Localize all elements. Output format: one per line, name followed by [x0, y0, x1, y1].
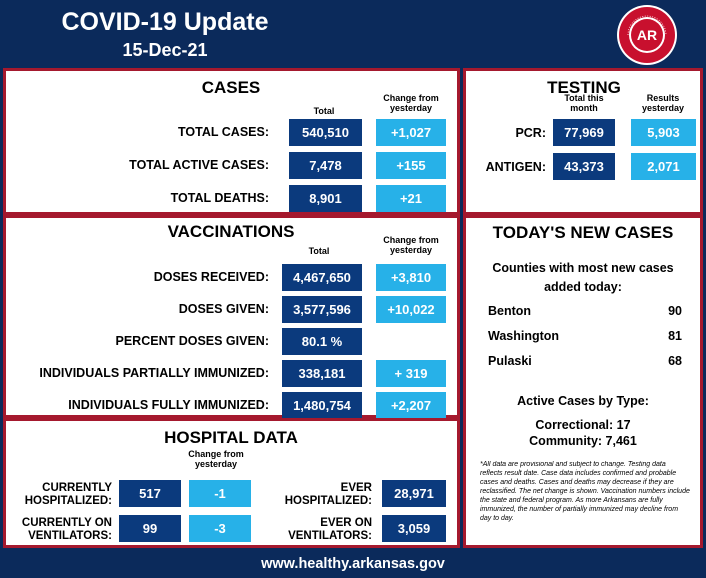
fully-immunized-value: 1,480,754 [282, 392, 362, 419]
fully-immunized-change: +2,207 [376, 392, 446, 419]
testing-title: TESTING [547, 78, 621, 97]
svg-text:AR: AR [637, 27, 657, 43]
vaccinations-col-total: Total [308, 246, 330, 256]
new-cases-panel: TODAY'S NEW CASES Counties with most new… [463, 215, 703, 548]
currently-hospitalized-change: -1 [189, 480, 251, 507]
hospital-col-change: Change from yesterday [188, 449, 244, 470]
partially-immunized-label: INDIVIDUALS PARTIALLY IMMUNIZED: [39, 366, 269, 380]
percent-doses-given-value: 80.1 % [282, 328, 362, 355]
total-cases-label: TOTAL CASES: [178, 125, 269, 139]
active-cases-label: TOTAL ACTIVE CASES: [129, 158, 269, 172]
hospital-panel: HOSPITAL DATA Change from yesterday CURR… [3, 418, 460, 548]
cases-col-total: Total [313, 106, 335, 116]
ever-ventilators-value: 3,059 [382, 515, 446, 542]
doses-received-change: +3,810 [376, 264, 446, 291]
pcr-label: PCR: [515, 126, 546, 140]
new-cases-subtitle: Counties with most new cases added today… [492, 261, 674, 294]
total-deaths-value: 8,901 [289, 185, 362, 212]
cases-title: CASES [201, 78, 261, 97]
vaccinations-title: VACCINATIONS [167, 222, 295, 241]
cases-panel: CASES Total Change from yesterday TOTAL … [3, 68, 460, 215]
arkansas-health-seal-icon: AR [617, 5, 677, 65]
pcr-month: 77,969 [553, 119, 615, 146]
county-count: 90 [668, 304, 682, 318]
total-cases-change: +1,027 [376, 119, 446, 146]
county-count: 81 [668, 329, 682, 343]
community-cases: Community: 7,461 [529, 434, 637, 448]
county-name: Pulaski [488, 354, 532, 368]
county-count: 68 [668, 354, 682, 368]
page-title: COVID-19 Update [61, 8, 269, 36]
ever-hospitalized-label: EVER HOSPITALIZED: [284, 482, 372, 508]
header: COVID-19 Update 15-Dec-21 AR [0, 0, 706, 68]
testing-col-yesterday: Results yesterday [641, 93, 685, 114]
doses-given-label: DOSES GIVEN: [178, 302, 269, 316]
active-cases-change: +155 [376, 152, 446, 179]
pcr-yesterday: 5,903 [631, 119, 696, 146]
doses-given-value: 3,577,596 [282, 296, 362, 323]
currently-ventilators-label: CURRENTLY ON VENTILATORS: [21, 517, 112, 543]
county-name: Washington [488, 329, 560, 343]
testing-panel: TESTING Total this month Results yesterd… [463, 68, 703, 215]
currently-hospitalized-value: 517 [119, 480, 181, 507]
total-deaths-change: +21 [376, 185, 446, 212]
currently-hospitalized-label: CURRENTLY HOSPITALIZED: [24, 482, 112, 508]
cases-col-change: Change from yesterday [383, 93, 439, 114]
doses-received-label: DOSES RECEIVED: [153, 270, 269, 284]
currently-ventilators-value: 99 [119, 515, 181, 542]
doses-given-change: +10,022 [376, 296, 446, 323]
correctional-cases: Correctional: 17 [535, 418, 631, 432]
antigen-label: ANTIGEN: [485, 160, 546, 174]
active-cases-type-title: Active Cases by Type: [517, 394, 649, 408]
doses-received-value: 4,467,650 [282, 264, 362, 291]
ever-hospitalized-value: 28,971 [382, 480, 446, 507]
data-footnote: *All data are provisional and subject to… [480, 461, 690, 522]
percent-doses-given-label: PERCENT DOSES GIVEN: [115, 334, 270, 348]
website-link[interactable]: www.healthy.arkansas.gov [261, 556, 445, 572]
antigen-yesterday: 2,071 [631, 153, 696, 180]
antigen-month: 43,373 [553, 153, 615, 180]
vaccinations-panel: VACCINATIONS Total Change from yesterday… [3, 215, 460, 419]
partially-immunized-value: 338,181 [282, 360, 362, 387]
report-date: 15-Dec-21 [122, 40, 208, 60]
total-cases-value: 540,510 [289, 119, 362, 146]
active-cases-value: 7,478 [289, 152, 362, 179]
ever-ventilators-label: EVER ON VENTILATORS: [288, 517, 372, 543]
total-deaths-label: TOTAL DEATHS: [170, 191, 269, 205]
testing-col-month: Total this month [564, 93, 604, 114]
vaccinations-col-change: Change from yesterday [383, 235, 439, 256]
partially-immunized-change: + 319 [376, 360, 446, 387]
new-cases-title: TODAY'S NEW CASES [492, 223, 674, 242]
currently-ventilators-change: -3 [189, 515, 251, 542]
county-name: Benton [488, 304, 532, 318]
fully-immunized-label: INDIVIDUALS FULLY IMMUNIZED: [68, 398, 269, 412]
hospital-title: HOSPITAL DATA [164, 428, 298, 447]
